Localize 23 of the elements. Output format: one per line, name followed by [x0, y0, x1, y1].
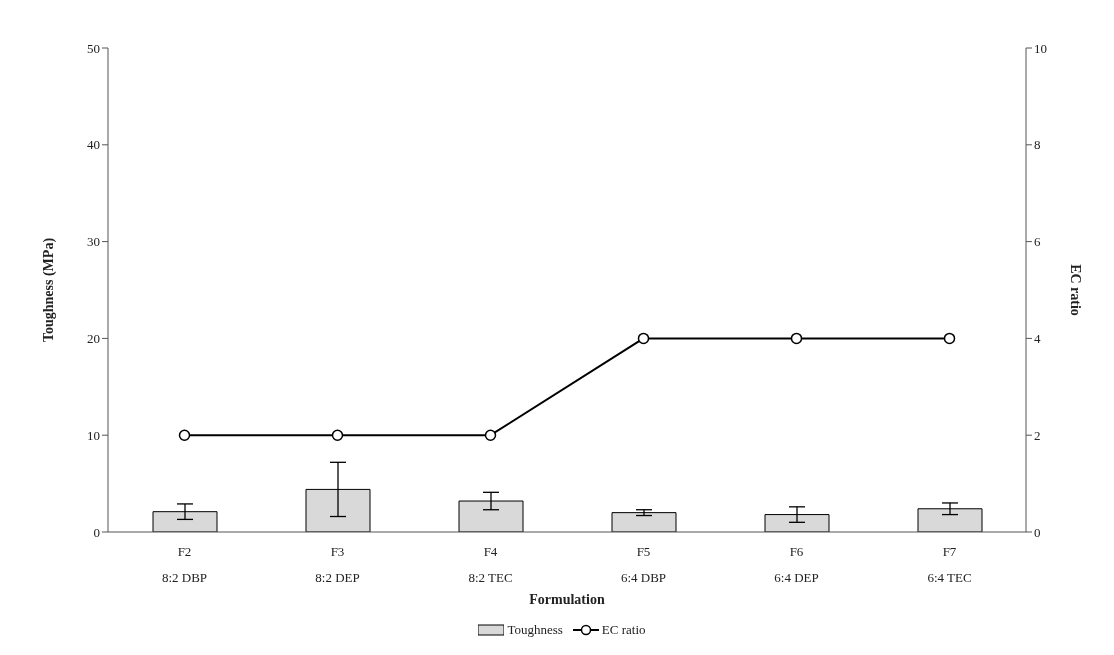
x-tick-label: F5 6:4 DBP	[620, 544, 667, 585]
y-tick-label: 30	[87, 234, 100, 250]
y2-tick-label: 4	[1034, 331, 1041, 347]
y-tick-label: 50	[87, 40, 100, 56]
y2-tick-label: 6	[1034, 234, 1041, 250]
legend-label: EC ratio	[601, 622, 646, 638]
x-tick-label: F4 8:2 TEC	[468, 544, 513, 585]
x-tick-label: F2 8:2 DBP	[161, 544, 208, 585]
x-tick-label: F3 8:2 DEP	[315, 544, 360, 585]
y-tick-label: 0	[93, 524, 100, 540]
y2-tick-label: 2	[1034, 427, 1041, 443]
y2-tick-label: 10	[1034, 40, 1047, 56]
x-tick-label: F7 6:4 TEC	[927, 544, 972, 585]
x-axis-title: Formulation	[529, 592, 605, 607]
legend-label: Toughness	[507, 622, 563, 638]
y-tick-label: 10	[87, 427, 100, 443]
y-axis-title: Toughness (MPa)	[40, 237, 57, 343]
y-tick-label: 20	[87, 331, 100, 347]
y2-tick-label: 8	[1034, 137, 1041, 153]
y2-tick-label: 0	[1034, 524, 1041, 540]
y2-axis-title: EC ratio	[1068, 264, 1084, 316]
y-tick-label: 40	[87, 137, 100, 153]
x-tick-label: F6 6:4 DEP	[774, 544, 819, 585]
